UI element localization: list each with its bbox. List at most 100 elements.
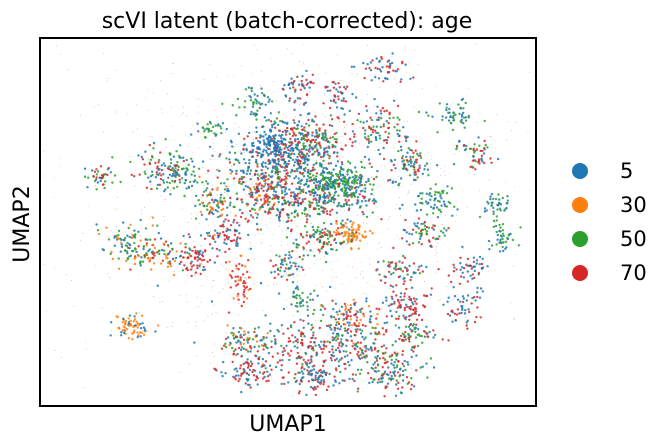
scatter-point xyxy=(202,258,206,262)
scatter-point xyxy=(153,246,157,250)
scatter-point xyxy=(374,73,376,75)
scatter-point xyxy=(345,310,348,314)
scatter-point xyxy=(276,171,279,174)
scatter-point xyxy=(270,250,272,252)
scatter-point xyxy=(237,346,241,350)
scatter-point xyxy=(387,126,390,130)
scatter-point xyxy=(272,147,276,150)
scatter-point xyxy=(455,201,457,203)
scatter-point xyxy=(297,371,300,374)
scatter-point xyxy=(396,371,400,374)
scatter-point xyxy=(113,174,117,177)
scatter-point xyxy=(490,192,494,196)
scatter-point xyxy=(340,178,343,181)
scatter-point xyxy=(310,328,313,331)
scatter-point xyxy=(335,323,338,327)
scatter-point xyxy=(327,240,331,244)
scatter-point xyxy=(499,209,502,212)
scatter-point xyxy=(319,368,322,372)
scatter-point xyxy=(234,275,237,278)
scatter-point xyxy=(298,165,302,168)
scatter-point xyxy=(132,320,135,323)
scatter-point xyxy=(445,215,446,217)
scatter-point xyxy=(287,162,290,166)
scatter-point xyxy=(54,267,56,269)
scatter-point xyxy=(395,208,397,210)
scatter-point xyxy=(276,139,280,143)
scatter-point xyxy=(384,77,387,80)
scatter-point xyxy=(298,294,301,297)
scatter-point xyxy=(193,246,196,249)
scatter-point xyxy=(449,121,452,125)
scatter-point xyxy=(122,325,126,328)
legend-marker-5 xyxy=(572,163,588,179)
scatter-point xyxy=(252,112,255,115)
scatter-point xyxy=(369,133,373,137)
scatter-point xyxy=(111,330,113,332)
scatter-point xyxy=(272,137,276,140)
scatter-point xyxy=(354,301,357,304)
scatter-point xyxy=(363,190,367,193)
scatter-point xyxy=(315,284,317,286)
scatter-point xyxy=(316,188,320,191)
scatter-point xyxy=(234,348,237,351)
scatter-point xyxy=(305,221,308,224)
scatter-point xyxy=(230,331,233,335)
scatter-point xyxy=(337,332,340,336)
scatter-point xyxy=(191,160,194,163)
scatter-point xyxy=(292,81,295,84)
scatter-point xyxy=(83,387,85,388)
scatter-point xyxy=(483,148,486,151)
scatter-point xyxy=(353,65,356,69)
scatter-point xyxy=(163,190,166,193)
scatter-point xyxy=(247,362,250,366)
scatter-point xyxy=(248,368,252,371)
scatter-point xyxy=(309,176,313,179)
scatter-point xyxy=(381,380,384,383)
scatter-point xyxy=(222,265,224,267)
scatter-point xyxy=(307,380,311,383)
scatter-point xyxy=(151,216,155,219)
scatter-point xyxy=(344,210,346,212)
scatter-point xyxy=(324,176,328,179)
scatter-point xyxy=(260,87,263,90)
scatter-point xyxy=(287,152,290,155)
scatter-point xyxy=(354,373,357,376)
scatter-point xyxy=(223,182,226,185)
scatter-point xyxy=(365,294,367,295)
scatter-point xyxy=(171,172,175,176)
scatter-point xyxy=(360,175,364,178)
scatter-point xyxy=(359,205,362,208)
scatter-point xyxy=(303,162,306,165)
scatter-point xyxy=(275,162,278,166)
scatter-point xyxy=(242,158,246,161)
scatter-point xyxy=(386,60,389,63)
scatter-point xyxy=(380,164,382,166)
scatter-point xyxy=(291,149,295,152)
scatter-point xyxy=(289,259,291,261)
scatter-point xyxy=(453,266,456,269)
scatter-point xyxy=(330,200,333,203)
scatter-point xyxy=(235,238,239,241)
scatter-point xyxy=(139,260,142,263)
scatter-point xyxy=(421,88,423,90)
scatter-point xyxy=(226,187,229,191)
scatter-point xyxy=(244,382,247,385)
scatter-point xyxy=(256,383,259,386)
scatter-point xyxy=(172,155,176,158)
scatter-point xyxy=(303,62,305,64)
scatter-point xyxy=(375,317,378,320)
scatter-point xyxy=(240,150,242,152)
scatter-point xyxy=(142,245,145,248)
scatter-point xyxy=(252,186,256,189)
scatter-point xyxy=(324,256,325,258)
scatter-point xyxy=(301,291,304,295)
scatter-point xyxy=(320,205,322,207)
scatter-point xyxy=(159,262,163,265)
scatter-point xyxy=(335,231,338,235)
scatter-point xyxy=(282,332,285,335)
scatter-point xyxy=(292,242,295,245)
scatter-point xyxy=(316,212,320,216)
scatter-point xyxy=(245,372,249,375)
